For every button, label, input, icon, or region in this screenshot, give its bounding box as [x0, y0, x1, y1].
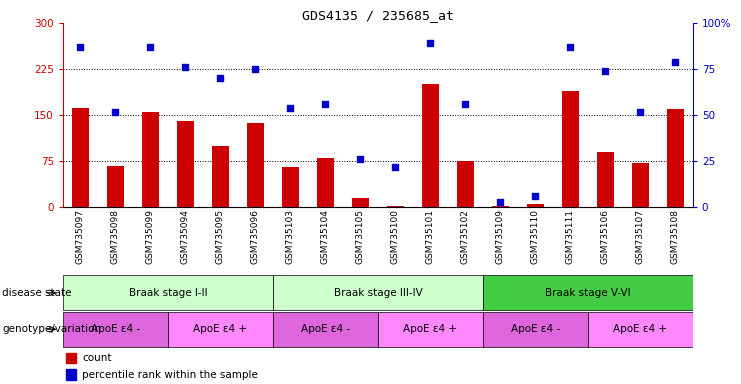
Bar	[66, 369, 76, 380]
Text: GSM735094: GSM735094	[181, 209, 190, 263]
Bar	[456, 161, 474, 207]
Bar	[483, 312, 588, 347]
Point	[354, 156, 366, 162]
Point	[75, 44, 87, 50]
Point	[144, 44, 156, 50]
Bar	[597, 152, 614, 207]
Bar	[588, 312, 693, 347]
Bar	[63, 312, 168, 347]
Text: Braak stage V-VI: Braak stage V-VI	[545, 288, 631, 298]
Point	[390, 164, 402, 170]
Text: GSM735095: GSM735095	[216, 209, 225, 264]
Text: GSM735106: GSM735106	[601, 209, 610, 264]
Bar	[176, 121, 194, 207]
Text: GSM735104: GSM735104	[321, 209, 330, 263]
Bar	[422, 84, 439, 207]
Point	[425, 40, 436, 46]
Text: Braak stage III-IV: Braak stage III-IV	[333, 288, 422, 298]
Bar	[352, 198, 369, 207]
Point	[634, 108, 646, 114]
Bar	[72, 108, 89, 207]
Text: GSM735108: GSM735108	[671, 209, 679, 264]
Point	[179, 64, 191, 70]
Bar	[387, 205, 404, 207]
Text: count: count	[82, 353, 111, 363]
Text: ApoE ε4 +: ApoE ε4 +	[614, 324, 668, 334]
Bar	[631, 162, 649, 207]
Text: GSM735097: GSM735097	[76, 209, 85, 264]
Text: GSM735111: GSM735111	[566, 209, 575, 264]
Text: ApoE ε4 +: ApoE ε4 +	[193, 324, 247, 334]
Bar	[378, 312, 483, 347]
Bar	[142, 112, 159, 207]
Text: GSM735103: GSM735103	[286, 209, 295, 264]
Bar	[667, 109, 684, 207]
Bar	[247, 122, 265, 207]
Text: GSM735098: GSM735098	[111, 209, 120, 264]
Bar	[273, 312, 378, 347]
Bar	[66, 353, 76, 363]
Bar	[273, 275, 483, 310]
Bar	[491, 205, 509, 207]
Bar	[107, 166, 124, 207]
Text: GSM735102: GSM735102	[461, 209, 470, 263]
Text: percentile rank within the sample: percentile rank within the sample	[82, 369, 258, 379]
Bar	[316, 158, 334, 207]
Text: Braak stage I-II: Braak stage I-II	[129, 288, 207, 298]
Point	[529, 193, 541, 199]
Text: GSM735096: GSM735096	[251, 209, 260, 264]
Bar	[483, 275, 693, 310]
Bar	[562, 91, 579, 207]
Point	[599, 68, 611, 74]
Text: GSM735099: GSM735099	[146, 209, 155, 264]
Text: GSM735107: GSM735107	[636, 209, 645, 264]
Bar	[168, 312, 273, 347]
Text: genotype/variation: genotype/variation	[2, 324, 102, 334]
Bar	[63, 275, 273, 310]
Title: GDS4135 / 235685_at: GDS4135 / 235685_at	[302, 9, 454, 22]
Bar	[282, 167, 299, 207]
Text: GSM735109: GSM735109	[496, 209, 505, 264]
Point	[494, 199, 506, 205]
Text: disease state: disease state	[2, 288, 72, 298]
Bar	[527, 204, 544, 207]
Point	[250, 66, 262, 72]
Point	[669, 59, 681, 65]
Point	[459, 101, 471, 107]
Point	[110, 108, 122, 114]
Text: ApoE ε4 -: ApoE ε4 -	[511, 324, 560, 334]
Text: GSM735101: GSM735101	[426, 209, 435, 264]
Point	[319, 101, 331, 107]
Point	[215, 75, 227, 81]
Text: GSM735100: GSM735100	[391, 209, 400, 264]
Point	[285, 105, 296, 111]
Text: GSM735105: GSM735105	[356, 209, 365, 264]
Bar	[212, 146, 229, 207]
Text: ApoE ε4 -: ApoE ε4 -	[91, 324, 140, 334]
Text: GSM735110: GSM735110	[531, 209, 540, 264]
Text: ApoE ε4 +: ApoE ε4 +	[403, 324, 457, 334]
Point	[565, 44, 576, 50]
Text: ApoE ε4 -: ApoE ε4 -	[301, 324, 350, 334]
